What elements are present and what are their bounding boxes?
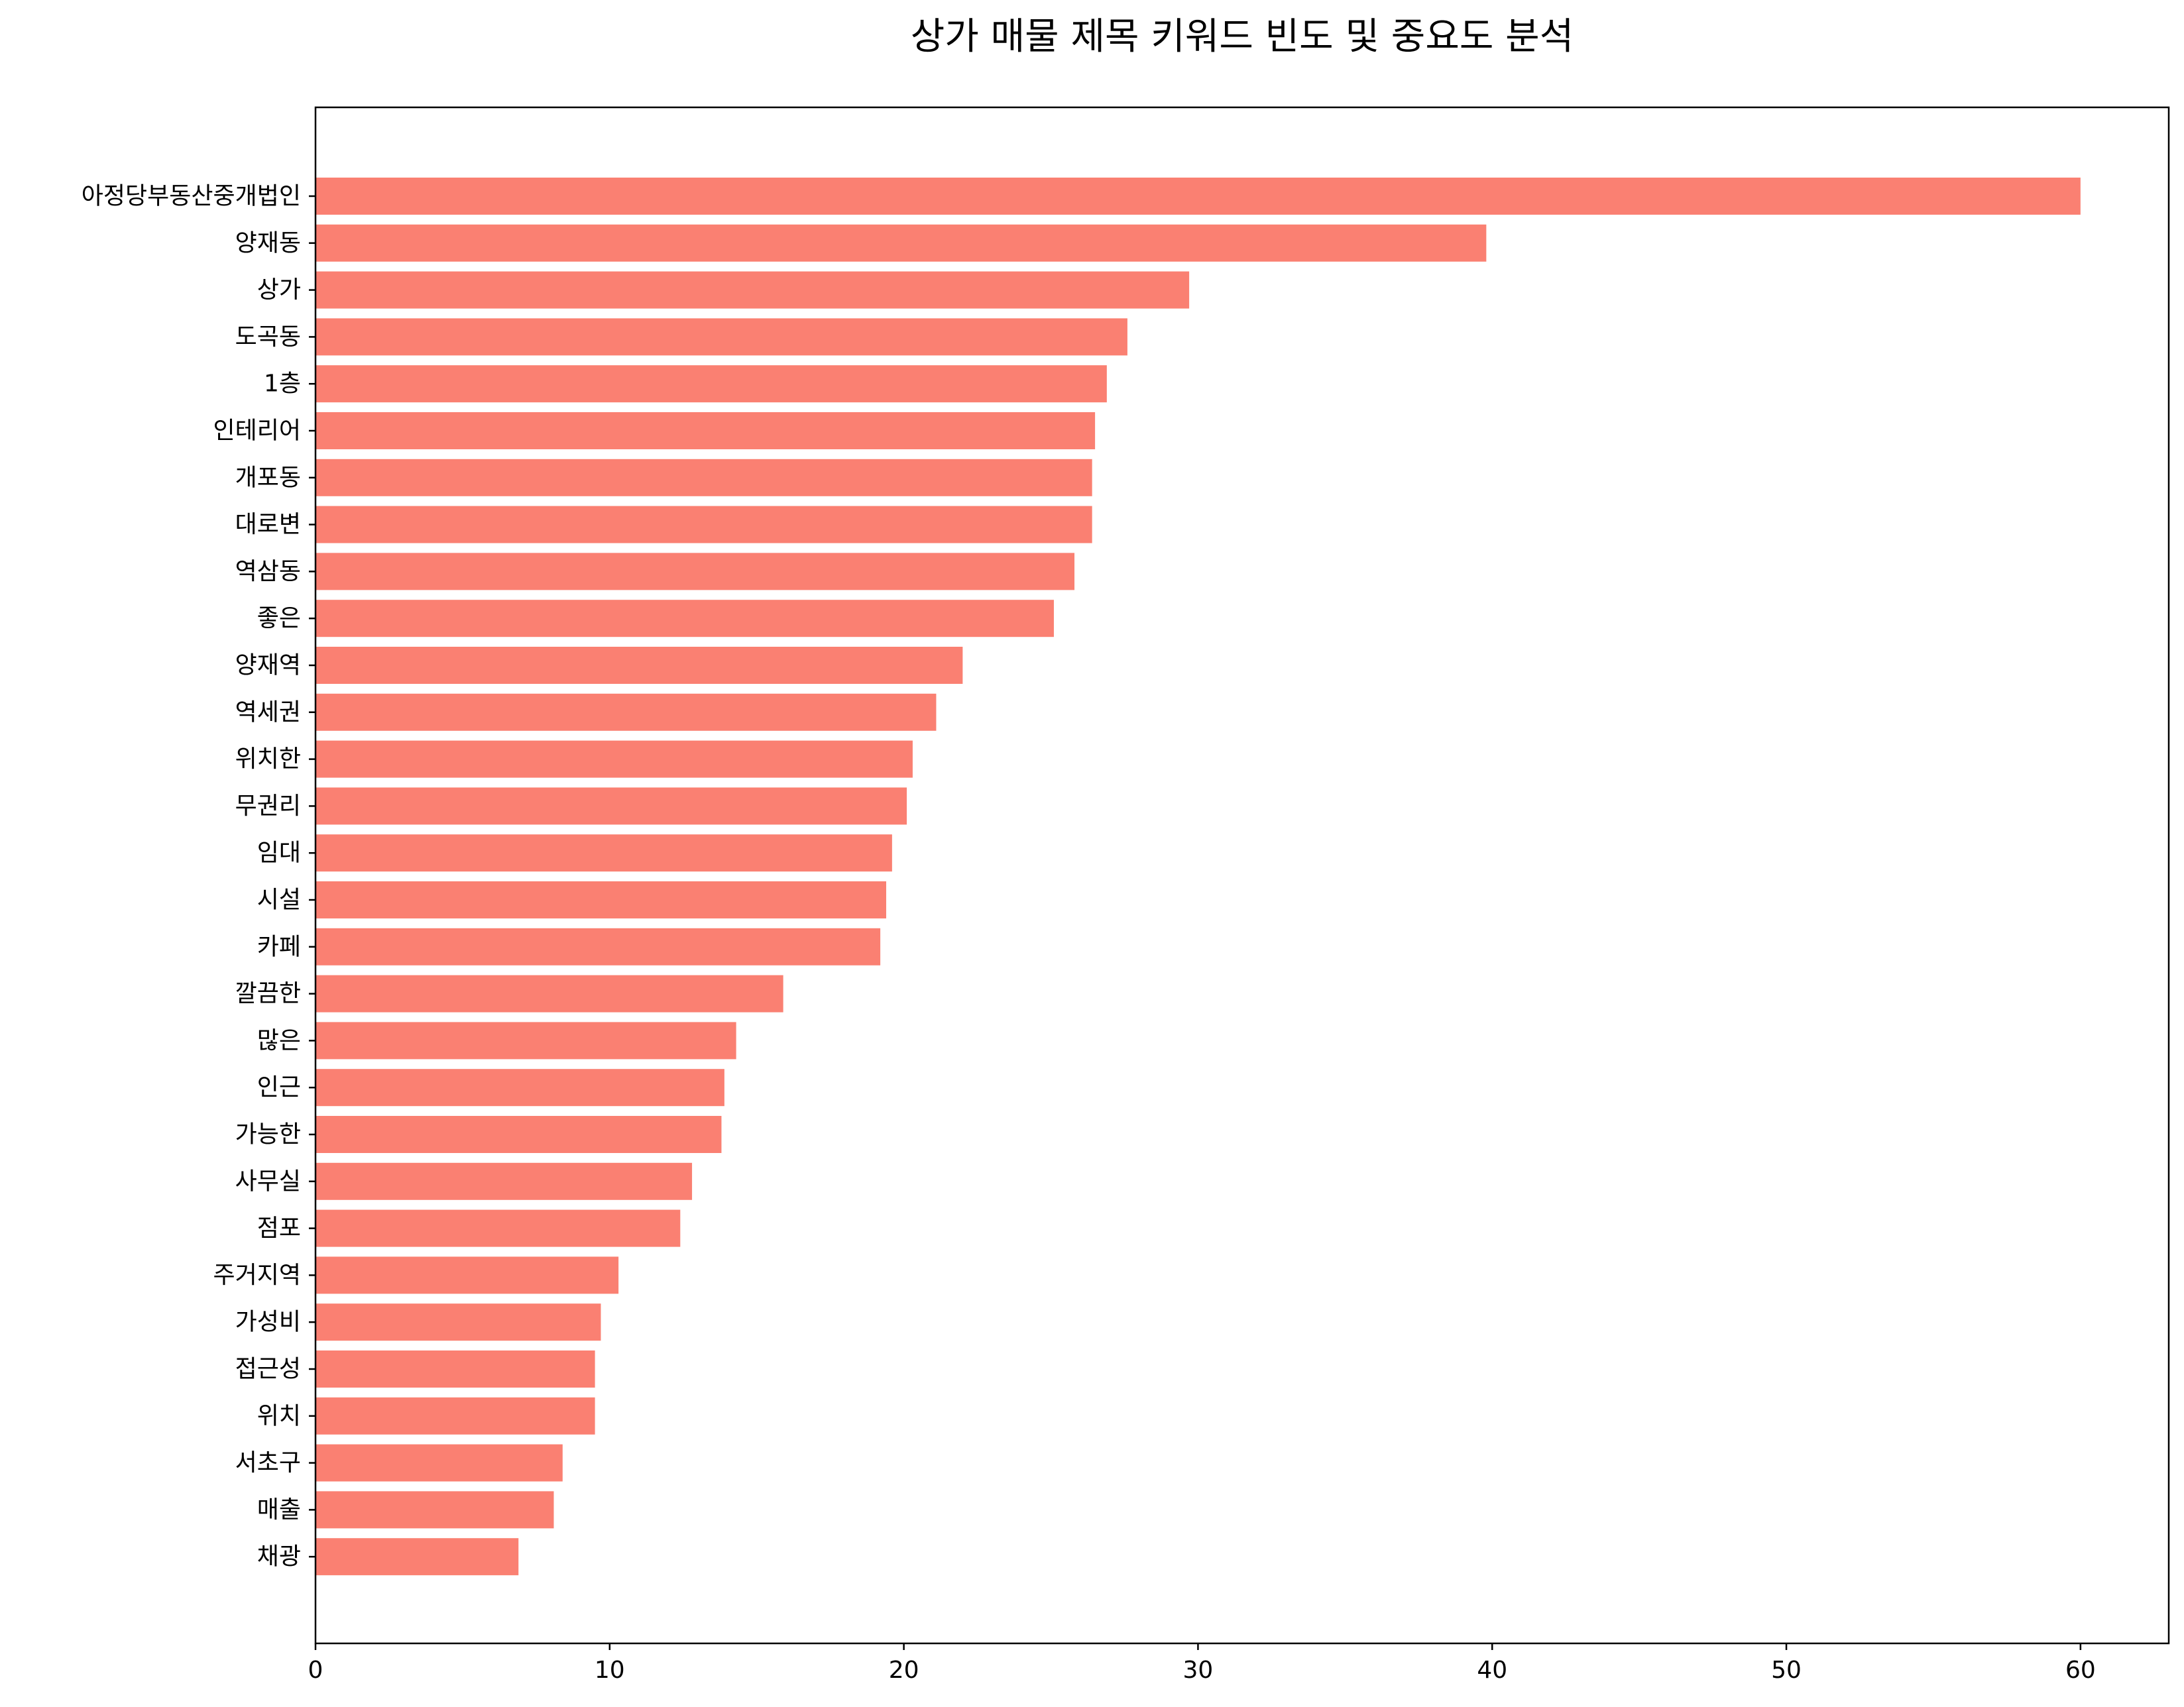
bar-2 (316, 224, 1487, 262)
y-tick-label: 상가 (257, 276, 301, 303)
y-tick-label: 역세권 (235, 698, 301, 726)
bar-6 (316, 412, 1096, 449)
bars-layer (316, 178, 2081, 1576)
bar-11 (316, 647, 963, 684)
y-tick-label: 인근 (257, 1074, 301, 1101)
chart-title: 상가 매물 제목 키워드 빈도 및 중요도 분석 (911, 15, 1574, 58)
bar-30 (316, 1538, 519, 1576)
y-tick-label: 주거지역 (213, 1262, 301, 1289)
bar-28 (316, 1444, 563, 1482)
y-tick-label: 대로변 (235, 511, 301, 538)
bar-27 (316, 1397, 595, 1435)
bar-19 (316, 1022, 736, 1060)
y-tick-label: 인테리어 (213, 417, 301, 445)
bar-16 (316, 881, 886, 918)
bar-10 (316, 600, 1054, 637)
y-tick-label: 아정당부동산중개법인 (82, 183, 301, 210)
x-tick-label: 10 (595, 1657, 625, 1684)
y-tick-label: 좋은 (257, 605, 301, 632)
plot-frame (314, 106, 2170, 1645)
bar-5 (316, 365, 1107, 403)
bar-20 (316, 1069, 724, 1107)
bar-8 (316, 506, 1092, 543)
y-tick-label: 접근성 (235, 1356, 301, 1383)
y-tick-label: 양재동 (235, 229, 301, 256)
y-tick-label: 양재역 (235, 652, 301, 679)
bar-26 (316, 1350, 595, 1388)
x-tick-label: 50 (1771, 1657, 1802, 1684)
y-tick-label: 점포 (257, 1215, 301, 1242)
x-tick-label: 20 (889, 1657, 919, 1684)
y-tick-label: 가능한 (235, 1121, 301, 1148)
y-tick-label: 매출 (257, 1496, 301, 1523)
bar-25 (316, 1303, 601, 1341)
y-tick-label: 위치 (257, 1402, 301, 1429)
y-tick-label: 무권리 (235, 793, 301, 820)
y-tick-label: 1층 (264, 370, 301, 398)
y-tick-label: 시설 (257, 887, 301, 914)
bar-15 (316, 834, 892, 872)
bar-22 (316, 1162, 693, 1200)
bar-17 (316, 928, 881, 965)
bar-13 (316, 740, 913, 778)
y-tick-label: 위치한 (235, 745, 301, 773)
x-tick-label: 60 (2065, 1657, 2096, 1684)
bar-9 (316, 553, 1075, 590)
bar-29 (316, 1491, 554, 1529)
bar-18 (316, 975, 783, 1013)
y-tick-label: 임대 (257, 840, 301, 867)
y-tick-label: 깔끔한 (235, 980, 301, 1007)
bar-4 (316, 318, 1127, 356)
bar-3 (316, 271, 1190, 309)
x-tick-label: 0 (308, 1657, 323, 1684)
y-tick-label: 도곡동 (235, 323, 301, 351)
y-tick-label: 서초구 (235, 1449, 301, 1476)
bar-23 (316, 1209, 681, 1247)
x-tick-label: 40 (1477, 1657, 1507, 1684)
y-tick-label: 역삼동 (235, 558, 301, 585)
y-tick-label: 채광 (257, 1543, 301, 1570)
bar-7 (316, 459, 1092, 496)
x-axis-ticks: 0 10 20 30 40 50 60 (308, 1643, 2096, 1684)
bar-14 (316, 787, 907, 825)
bar-1 (316, 178, 2081, 215)
y-tick-label: 많은 (257, 1027, 301, 1054)
bar-24 (316, 1256, 619, 1294)
y-tick-label: 사무실 (235, 1168, 301, 1195)
bar-12 (316, 693, 937, 731)
y-tick-label: 개포동 (235, 464, 301, 491)
y-tick-label: 카페 (257, 933, 301, 960)
x-tick-label: 30 (1183, 1657, 1214, 1684)
bar-21 (316, 1116, 722, 1153)
y-tick-label: 가성비 (235, 1309, 301, 1336)
